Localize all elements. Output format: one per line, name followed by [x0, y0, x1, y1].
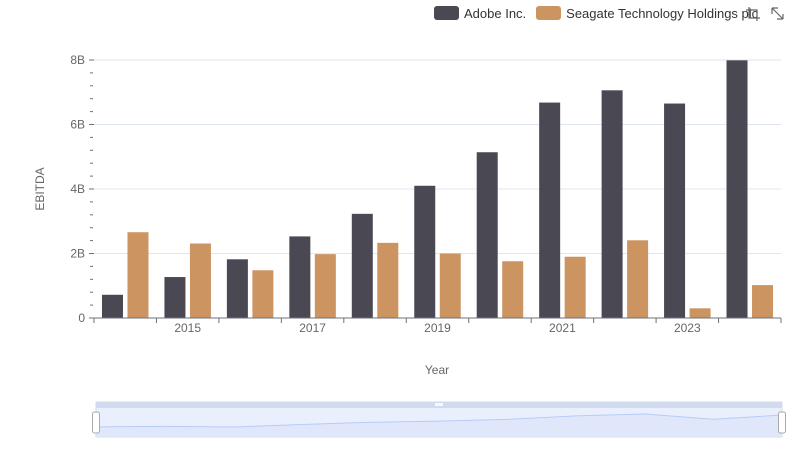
zoom-handle-right[interactable]: [778, 411, 786, 434]
x-axis-ticks: 2015 2017 2019 2021 2023: [93, 318, 782, 335]
bar-seagate-2019[interactable]: [439, 253, 461, 319]
bar-adobe-2017[interactable]: [289, 236, 311, 318]
y-tick-label: 0: [78, 311, 85, 325]
legend-swatch-seagate: [536, 6, 562, 20]
bar-seagate-2015[interactable]: [189, 243, 211, 318]
bar-adobe-2022[interactable]: [601, 90, 623, 318]
x-axis-title: Year: [425, 363, 449, 377]
bar-seagate-2020[interactable]: [502, 261, 524, 318]
y-tick-label: 8B: [70, 53, 85, 67]
y-tick-label: 2B: [70, 247, 85, 261]
y-tick-label: 4B: [70, 182, 85, 196]
bar-adobe-2014[interactable]: [101, 294, 123, 318]
legend-swatch-adobe: [434, 6, 459, 20]
bar-seagate-2024[interactable]: [752, 285, 774, 318]
legend-label-seagate: Seagate Technology Holdings plc: [566, 5, 759, 21]
bar-adobe-2019[interactable]: [414, 185, 436, 318]
bar-adobe-2015[interactable]: [164, 277, 186, 318]
legend-item-adobe[interactable]: Adobe Inc.: [434, 6, 526, 21]
zoom-grip[interactable]: [435, 403, 443, 406]
bar-adobe-2023[interactable]: [664, 103, 686, 318]
legend-label-adobe: Adobe Inc.: [464, 5, 527, 21]
legend: Adobe Inc. Seagate Technology Holdings p…: [434, 4, 768, 22]
bar-seagate-2016[interactable]: [252, 270, 274, 318]
toolbox: [745, 6, 785, 22]
bar-seagate-2021[interactable]: [564, 256, 586, 318]
data-zoom-slider[interactable]: [92, 401, 786, 438]
bar-seagate-2014[interactable]: [127, 232, 149, 318]
bar-adobe-2016[interactable]: [226, 259, 248, 318]
y-axis-minor-ticks: [89, 59, 94, 319]
restore-icon[interactable]: [769, 6, 785, 22]
x-tick-label: 2021: [549, 321, 576, 335]
bar-adobe-2024[interactable]: [726, 60, 748, 318]
zoom-handle-left[interactable]: [92, 411, 100, 434]
x-tick-label: 2017: [299, 321, 326, 335]
zoom-icon[interactable]: [745, 6, 761, 22]
x-tick-label: 2023: [674, 321, 701, 335]
bar-seagate-2017[interactable]: [314, 254, 336, 318]
bar-adobe-2020[interactable]: [476, 152, 498, 318]
y-tick-label: 6B: [70, 118, 85, 132]
y-axis-title: EBITDA: [33, 167, 47, 210]
bars: [101, 60, 774, 319]
bar-adobe-2018[interactable]: [351, 213, 373, 318]
bar-seagate-2022[interactable]: [627, 240, 649, 318]
bar-seagate-2023[interactable]: [689, 308, 711, 318]
legend-item-seagate[interactable]: Seagate Technology Holdings plc: [536, 6, 758, 21]
bar-adobe-2021[interactable]: [539, 102, 561, 318]
y-axis-tick-labels: 0 2B 4B 6B 8B: [70, 53, 85, 325]
bar-seagate-2018[interactable]: [377, 242, 399, 318]
x-tick-label: 2019: [424, 321, 451, 335]
x-tick-label: 2015: [174, 321, 201, 335]
